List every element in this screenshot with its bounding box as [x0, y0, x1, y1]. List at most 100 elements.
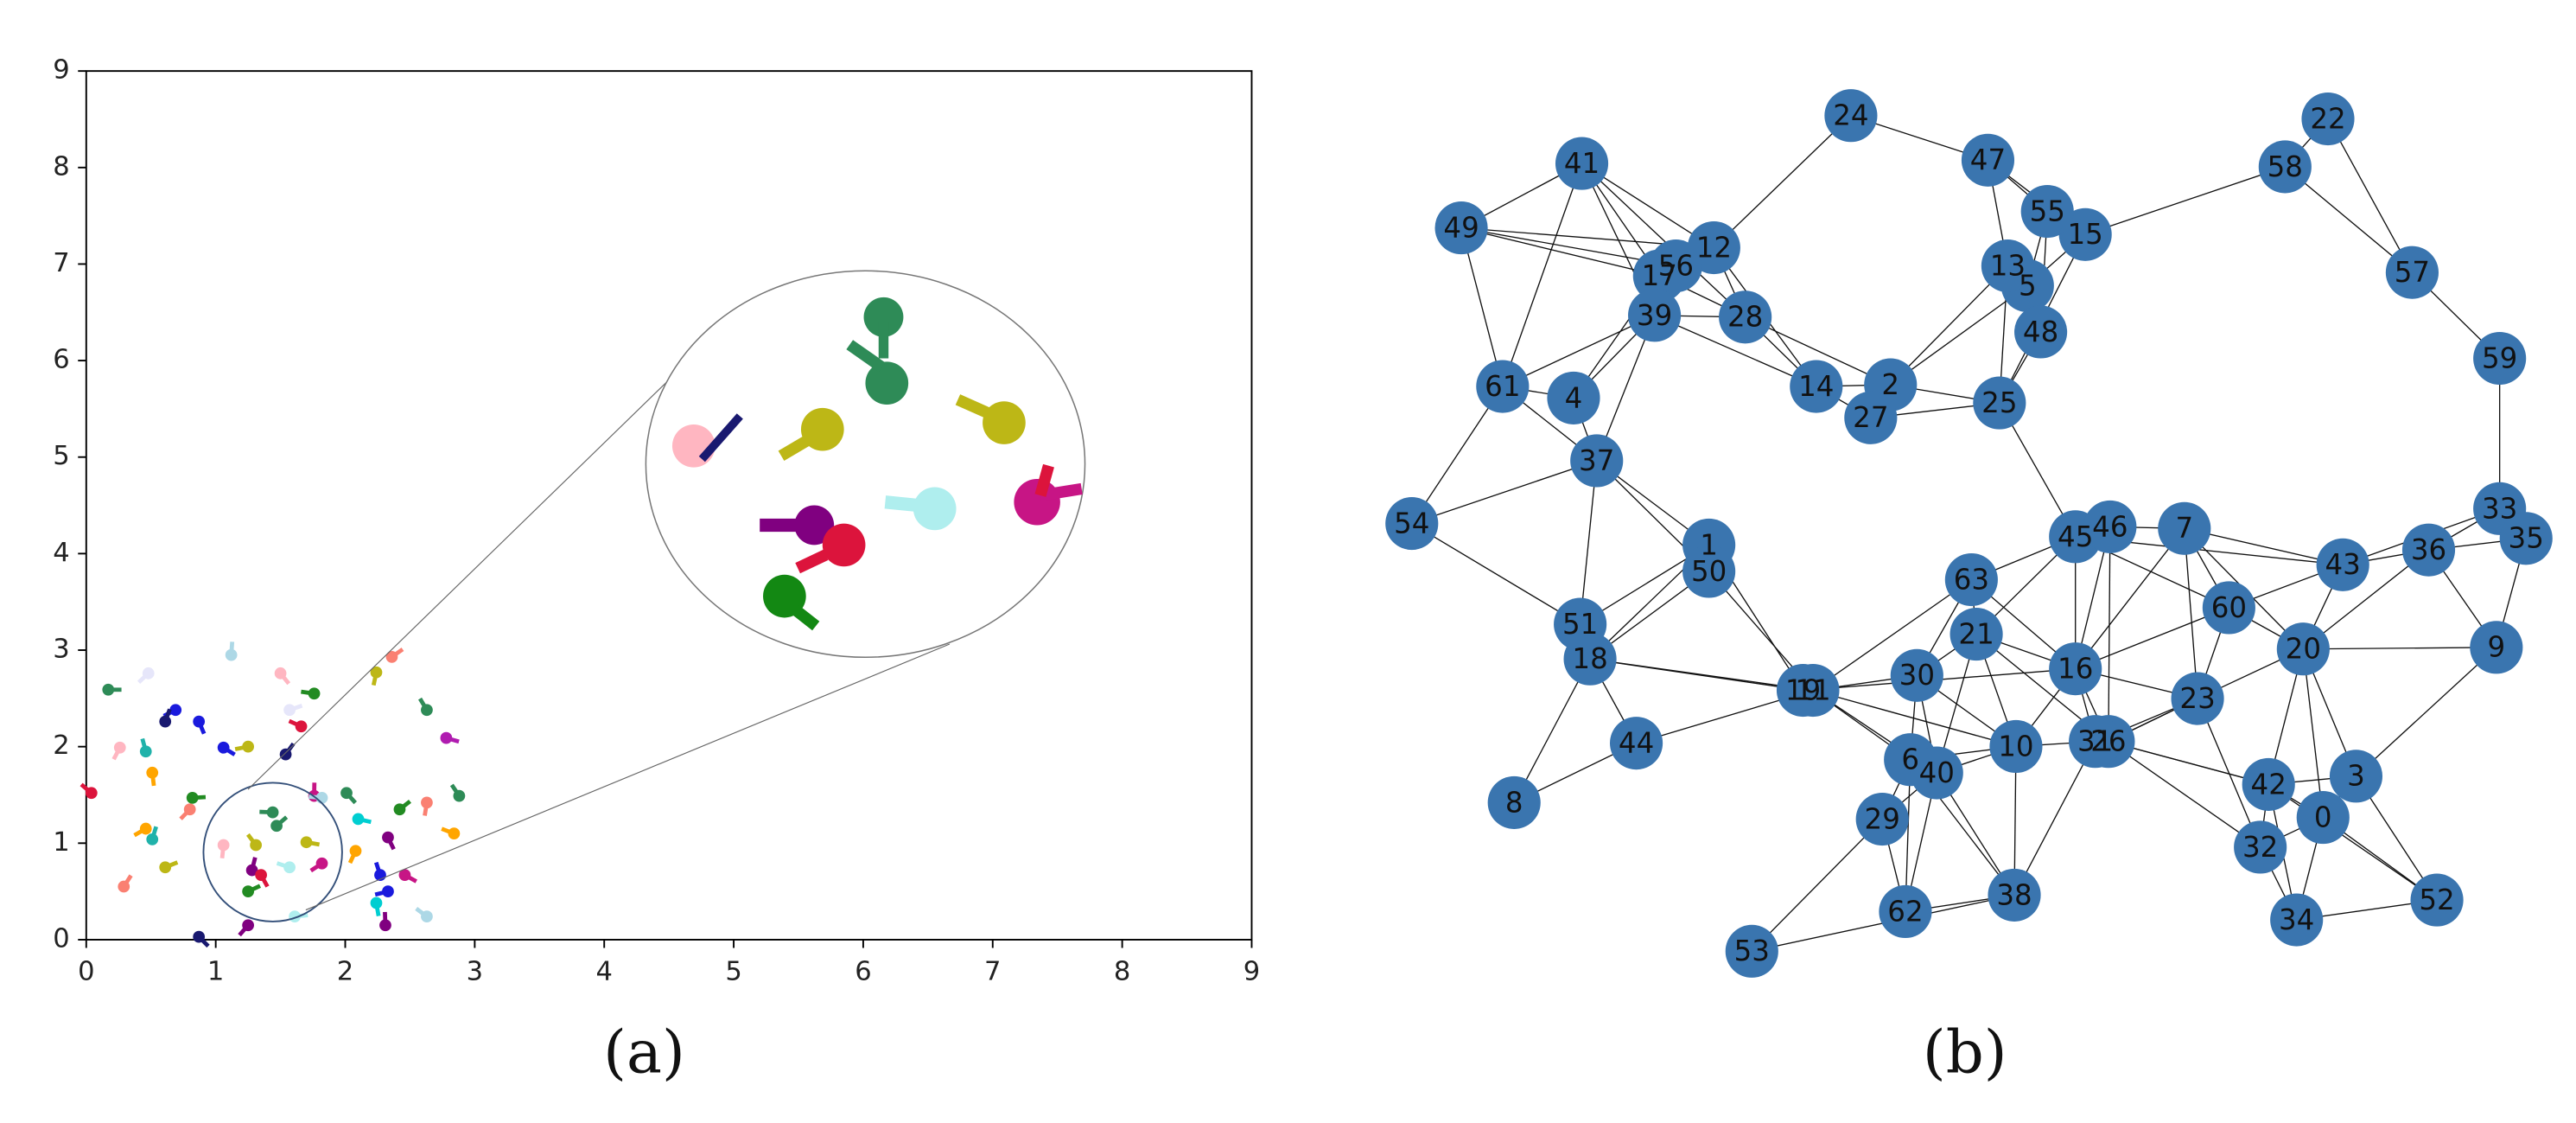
robot: [242, 740, 254, 753]
node-label: 45: [2058, 520, 2093, 553]
node-label: 15: [2068, 218, 2103, 251]
robot: [193, 715, 206, 728]
robot: [370, 896, 383, 909]
edge: [2108, 741, 2269, 786]
robot: [186, 791, 199, 804]
node-label: 18: [1572, 642, 1607, 675]
inset-robot: [698, 413, 743, 463]
node-label: 35: [2509, 522, 2544, 555]
robot: [352, 813, 365, 826]
node: [2083, 500, 2137, 553]
edge: [1411, 386, 1504, 524]
node: [2171, 672, 2224, 725]
robot: [159, 861, 172, 874]
robot: [139, 745, 152, 758]
inset-robots: [671, 297, 1083, 631]
y-tick-label: 3: [53, 635, 69, 665]
node-label: 55: [2030, 195, 2065, 227]
node: [1944, 552, 1998, 607]
robot: [274, 667, 287, 680]
node: [1570, 434, 1624, 488]
robot: [421, 796, 433, 809]
node: [1988, 868, 2041, 922]
node: [1855, 792, 1909, 846]
node-label: 4: [1565, 381, 1583, 414]
edge: [2184, 528, 2198, 699]
inset-robot: [865, 361, 909, 405]
robot: [315, 857, 328, 870]
node-label: 23: [2179, 682, 2215, 715]
edge: [2108, 741, 2261, 848]
edge: [2108, 526, 2111, 742]
node-label: 37: [1579, 444, 1614, 477]
robot: [225, 648, 238, 661]
node: [2270, 893, 2324, 947]
node-label: 36: [2411, 533, 2446, 566]
node-label: 40: [1919, 756, 1955, 789]
robot: [217, 839, 230, 852]
node-label: 1: [1700, 528, 1718, 561]
inset-robot: [1034, 463, 1054, 497]
edge: [2356, 647, 2497, 777]
robot: [382, 831, 394, 844]
y-tick-label: 6: [53, 345, 69, 375]
node: [2276, 622, 2330, 676]
zoom-line: [305, 643, 951, 911]
zoom-line: [247, 379, 670, 790]
robot: [440, 731, 453, 744]
node: [2234, 820, 2287, 874]
edge: [1890, 265, 2008, 386]
node: [1649, 239, 1702, 293]
node: [1949, 607, 2003, 661]
robot: [102, 683, 115, 696]
edge: [1513, 658, 1591, 803]
y-tick-label: 9: [53, 55, 69, 86]
y-tick-label: 8: [53, 151, 69, 182]
node: [2242, 757, 2295, 811]
robot: [169, 704, 182, 717]
robot: [146, 833, 159, 845]
y-tick-label: 0: [53, 923, 69, 954]
edge: [1579, 460, 1598, 625]
node-label: 33: [2482, 492, 2517, 525]
edge: [1751, 819, 1883, 952]
x-tick-label: 5: [725, 957, 741, 987]
node: [2014, 305, 2068, 359]
edge: [1745, 316, 1892, 386]
robot: [217, 741, 230, 754]
edge: [2075, 607, 2229, 670]
node: [1476, 360, 1530, 413]
node-label: 17: [1642, 259, 1677, 292]
edge: [1581, 163, 1746, 318]
node: [2499, 512, 2553, 565]
x-tick-label: 0: [78, 957, 94, 987]
node: [1981, 239, 2034, 293]
robot: [382, 885, 394, 898]
robot: [295, 720, 308, 733]
zoom-ellipse: [645, 270, 1086, 659]
node-label: 41: [1564, 147, 1600, 180]
node: [2385, 246, 2439, 299]
node: [1385, 496, 1439, 551]
robot: [183, 803, 196, 816]
node-label: 53: [1734, 935, 1770, 967]
robot: [242, 919, 254, 932]
node-label: 34: [2279, 903, 2314, 936]
robot: [421, 910, 433, 923]
node-label: 32: [2242, 831, 2278, 864]
node-label: 42: [2251, 768, 2287, 801]
node: [2069, 715, 2122, 769]
node-label: 0: [2314, 801, 2332, 834]
inset-robot: [795, 549, 829, 574]
node-label: 57: [2395, 256, 2430, 289]
edge: [2284, 166, 2413, 273]
caption: (b): [1923, 1018, 2007, 1088]
node: [1719, 290, 1772, 344]
node-label: 8: [1505, 786, 1523, 819]
node: [1554, 597, 1607, 651]
x-tick-label: 3: [467, 957, 483, 987]
edge: [2197, 698, 2261, 848]
node: [2470, 621, 2523, 674]
edge: [1589, 658, 1814, 692]
node: [2202, 581, 2255, 635]
